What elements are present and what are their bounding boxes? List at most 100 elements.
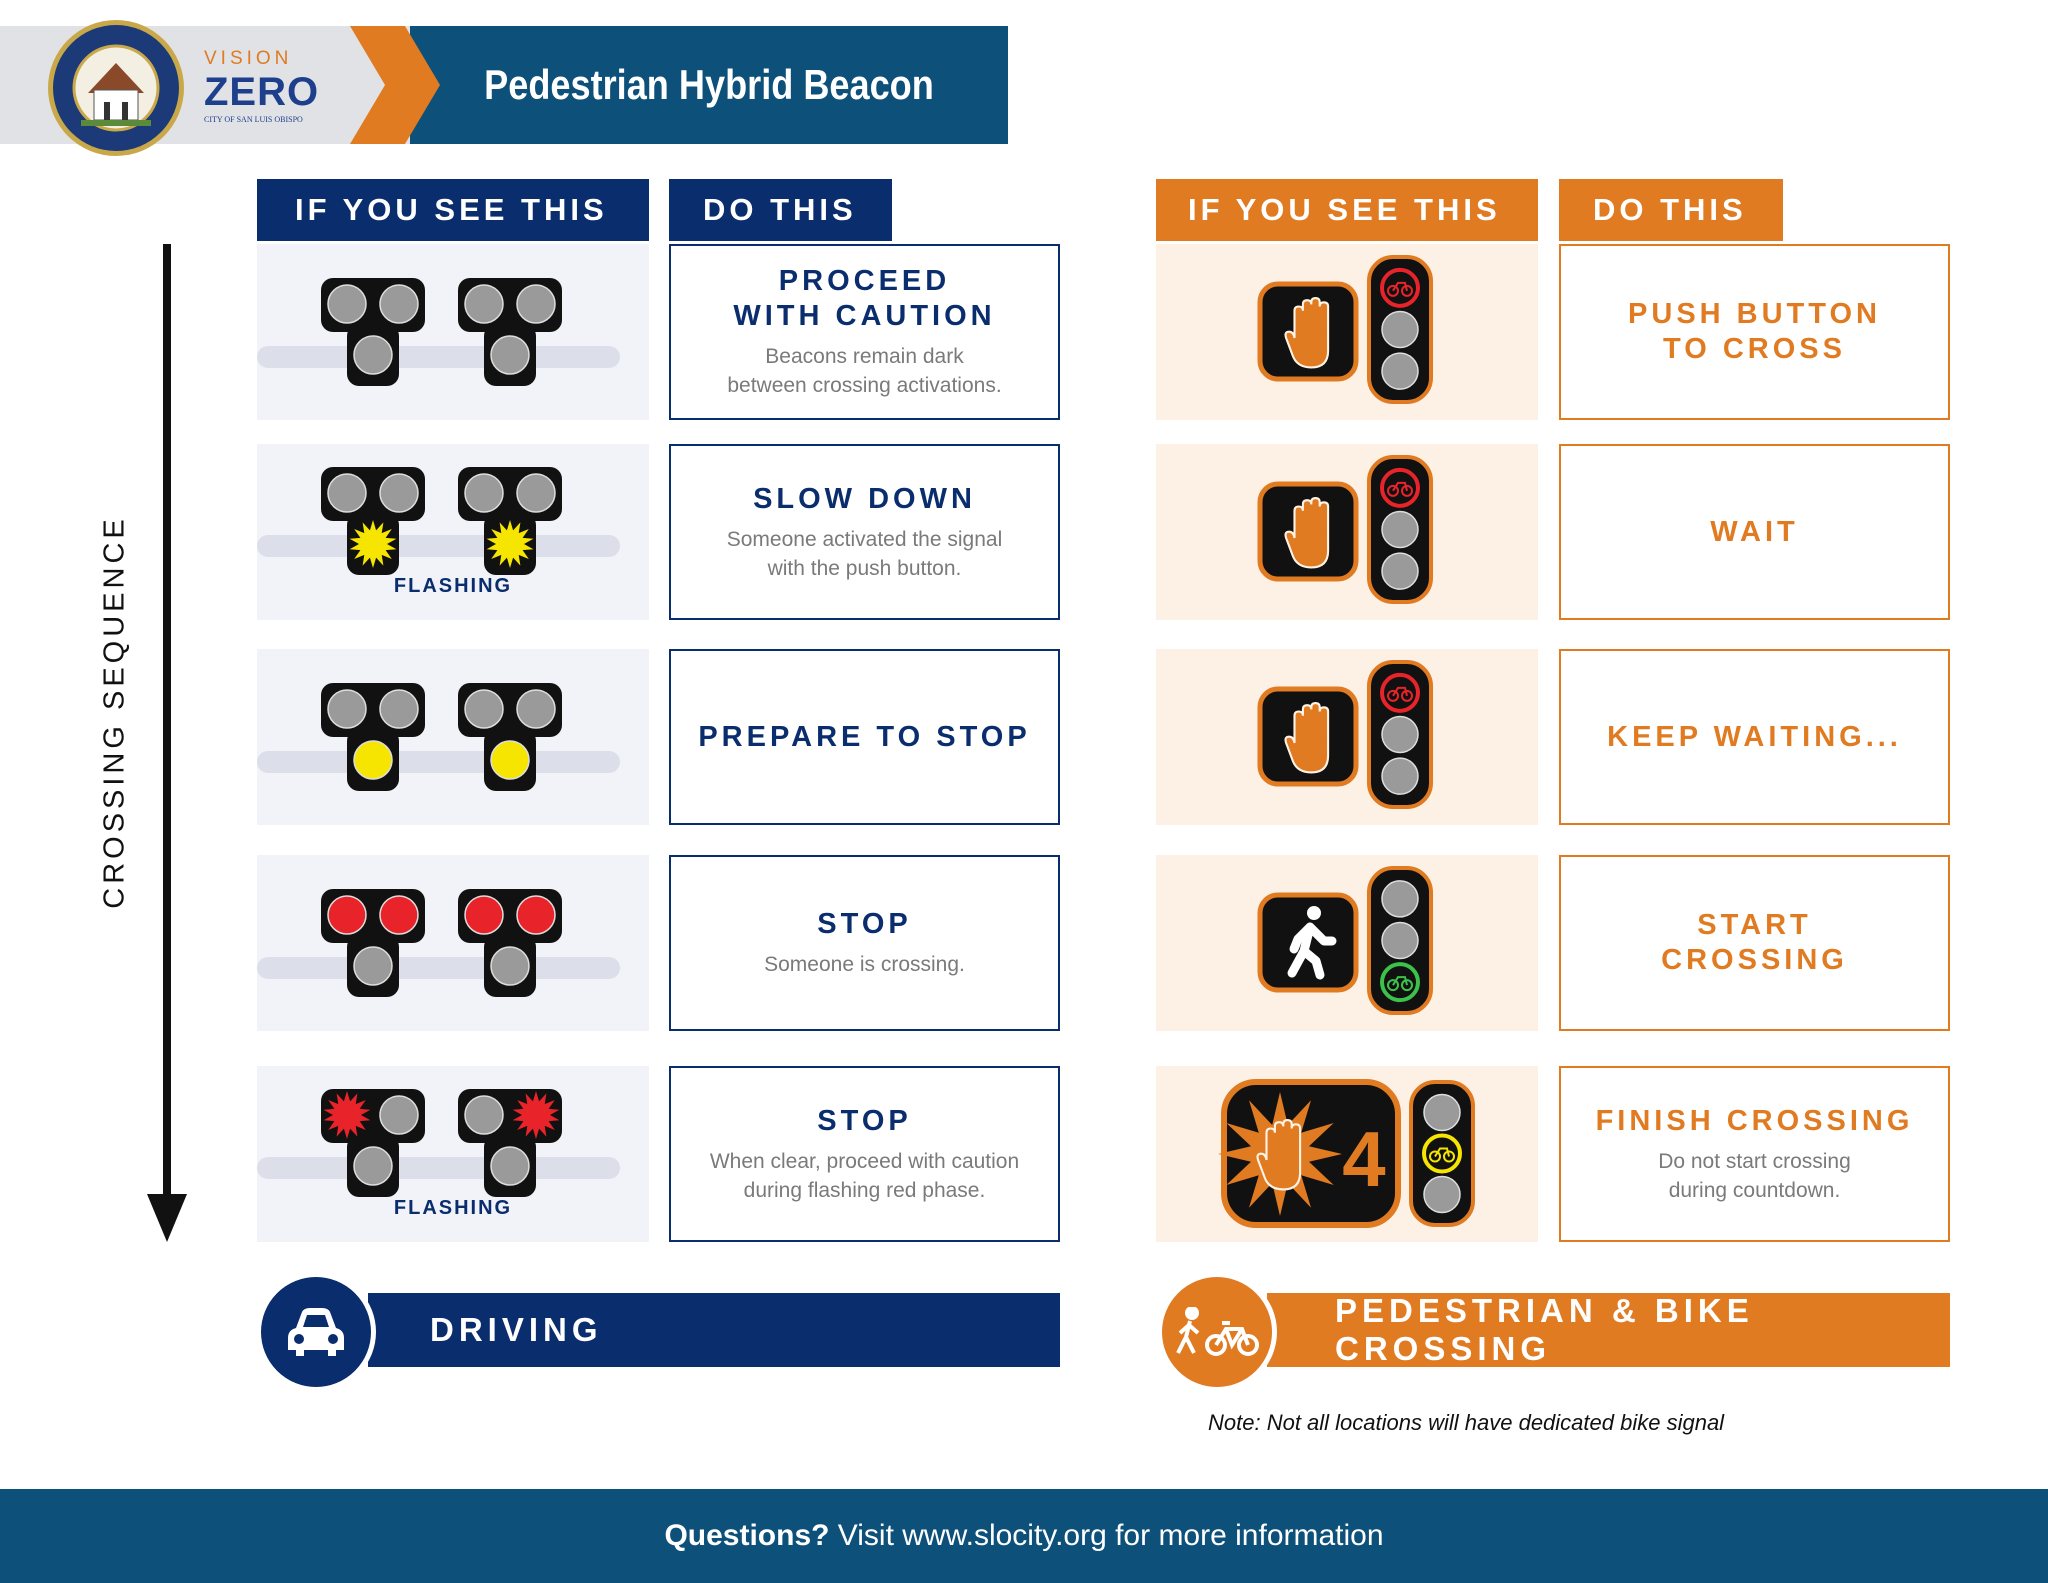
off-light <box>379 284 419 324</box>
car-icon <box>288 1308 344 1356</box>
vision-zero-logo: VISION ZERO CITY OF SAN LUIS OBISPO <box>204 48 334 125</box>
header-title-band <box>410 26 1008 144</box>
chevron-icon <box>350 26 440 144</box>
bike-signal <box>1367 660 1433 809</box>
ped-signal-panel <box>1156 855 1538 1031</box>
instruction-desc: Beacons remain dark between crossing act… <box>727 345 1002 397</box>
bike-signal <box>1367 255 1433 404</box>
hand-icon <box>1284 297 1330 369</box>
logo-line1: VISION <box>204 48 293 69</box>
sequence-arrow-icon <box>147 244 187 1242</box>
instruction-desc: Someone is crossing. <box>764 953 965 976</box>
off-light <box>353 946 393 986</box>
bike-icon <box>1429 1147 1455 1163</box>
city-seal-logo <box>48 20 184 156</box>
footer-text: Visit www.slocity.org for more informati… <box>829 1519 1384 1552</box>
crossing-sequence-label: CROSSING SEQUENCE <box>98 515 131 909</box>
ped-instruction: WAIT <box>1559 444 1950 620</box>
red-flash-light <box>512 1091 560 1139</box>
instruction-title: KEEP WAITING... <box>1607 720 1902 753</box>
beacon-head <box>458 467 562 575</box>
instruction-title: STOP <box>817 908 912 940</box>
road-bar <box>257 957 620 979</box>
off-light <box>353 1146 393 1186</box>
bike-signal <box>1367 866 1433 1015</box>
instruction-title: SLOW DOWN <box>753 482 976 515</box>
beacon-head <box>321 1089 425 1197</box>
off-light <box>490 335 530 375</box>
red-light <box>327 895 367 935</box>
off-light <box>490 946 530 986</box>
ped-signal-panel: 4 <box>1156 1066 1538 1242</box>
ped-instruction: START CROSSING <box>1559 855 1950 1031</box>
beacon-head <box>321 683 425 791</box>
ped-instruction: FINISH CROSSING Do not start crossing dur… <box>1559 1066 1950 1242</box>
instruction-title: STOP <box>817 1104 912 1137</box>
off-light <box>327 473 367 513</box>
road-bar <box>257 535 620 557</box>
instruction-title: WAIT <box>1710 515 1799 548</box>
instruction-title: PROCEED WITH CAUTION <box>733 265 996 332</box>
off-light <box>379 689 419 729</box>
red-light <box>516 895 556 935</box>
off-light <box>379 473 419 513</box>
pedestrian-bike-icon <box>1176 1307 1259 1356</box>
yellow-flash-light <box>349 520 397 568</box>
beacon-head <box>321 278 425 386</box>
driving-instruction: PROCEED WITH CAUTION Beacons remain dark … <box>669 244 1060 420</box>
off-light <box>327 284 367 324</box>
instruction-desc: When clear, proceed with caution during … <box>709 1149 1020 1202</box>
off-light <box>353 335 393 375</box>
driving-signal-panel <box>257 855 649 1031</box>
flashing-label: FLASHING <box>393 1197 513 1219</box>
driving-bar: DRIVING <box>368 1293 1060 1367</box>
bike-icon <box>1387 686 1413 702</box>
instruction-title: PUSH BUTTON TO CROSS <box>1628 298 1881 365</box>
bike-signal <box>1367 455 1433 604</box>
driving-signal-panel <box>257 244 649 420</box>
red-light <box>379 895 419 935</box>
hand-icon <box>1284 497 1330 569</box>
off-light <box>464 284 504 324</box>
road-bar <box>257 751 620 773</box>
ped-see-header: IF YOU SEE THIS <box>1156 179 1538 241</box>
beacon-head <box>458 683 562 791</box>
ped-do-header: DO THIS <box>1559 179 1783 241</box>
page-title: Pedestrian Hybrid Beacon <box>484 61 934 108</box>
off-light <box>516 689 556 729</box>
off-light <box>464 1095 504 1135</box>
logo-line2: ZERO <box>204 70 320 114</box>
footer: Questions? Visit www.slocity.org for mor… <box>0 1489 2048 1583</box>
bike-signal-note: Note: Not all locations will have dedica… <box>1208 1410 1725 1435</box>
driving-see-header: IF YOU SEE THIS <box>257 179 649 241</box>
yellow-light <box>353 740 393 780</box>
beacon-head <box>458 1089 562 1197</box>
road-bar <box>257 1157 620 1179</box>
off-light <box>464 689 504 729</box>
walking-person-icon <box>1287 906 1337 980</box>
instruction-desc: Do not start crossing during countdown. <box>1658 1149 1851 1202</box>
driving-do-header: DO THIS <box>669 179 892 241</box>
red-light <box>464 895 504 935</box>
ped-instruction: PUSH BUTTON TO CROSS <box>1559 244 1950 420</box>
driving-signal-panel: FLASHING <box>257 1066 649 1242</box>
ped-signal-panel <box>1156 244 1538 420</box>
off-light <box>327 689 367 729</box>
driving-instruction: STOP Someone is crossing. <box>669 855 1060 1031</box>
countdown-number: 4 <box>1342 1115 1385 1203</box>
driving-signal-panel: FLASHING <box>257 444 649 620</box>
hand-icon <box>1256 1119 1302 1191</box>
beacon-head <box>321 889 425 997</box>
ped-bike-badge <box>1157 1272 1277 1392</box>
ped-signal-panel <box>1156 444 1538 620</box>
ped-bike-label: PEDESTRIAN & BIKE CROSSING <box>1335 1292 1754 1367</box>
bike-signal <box>1409 1080 1475 1227</box>
bike-icon <box>1387 976 1413 992</box>
yellow-light <box>490 740 530 780</box>
flashing-label: FLASHING <box>393 575 513 597</box>
off-light <box>379 1095 419 1135</box>
beacon-head <box>458 278 562 386</box>
driving-signal-panel <box>257 649 649 825</box>
bike-icon <box>1387 281 1413 297</box>
ped-signal-panel <box>1156 649 1538 825</box>
